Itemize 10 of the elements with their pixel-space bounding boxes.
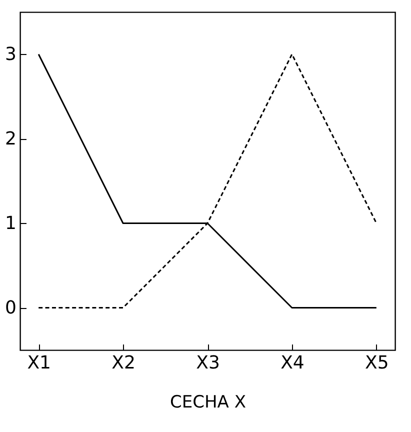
- x-tick-label: X4: [280, 352, 304, 374]
- x-tick-label: X2: [112, 352, 136, 374]
- y-tick-label: 0: [5, 297, 16, 318]
- x-axis-title: CECHA X: [170, 392, 246, 412]
- y-tick-label: 2: [5, 128, 16, 150]
- x-tick-label: X3: [196, 352, 220, 374]
- y-tick-label: 3: [5, 44, 16, 65]
- x-tick-label: X5: [365, 352, 389, 374]
- y-tick-label: 1: [5, 212, 16, 234]
- x-tick-label: X1: [27, 352, 51, 374]
